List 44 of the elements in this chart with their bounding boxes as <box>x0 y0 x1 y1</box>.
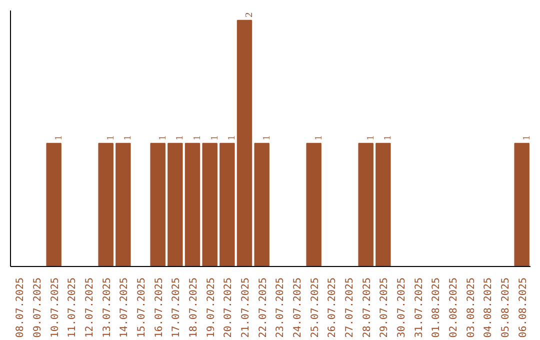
x-tick-label: 19.07.2025 <box>206 277 217 338</box>
data-label: 1 <box>105 135 116 140</box>
data-label: 1 <box>157 135 168 140</box>
x-tick-label: 17.07.2025 <box>171 277 182 338</box>
x-tick-label: 06.08.2025 <box>518 277 529 338</box>
data-label: 1 <box>382 135 394 140</box>
x-tick-label: 10.07.2025 <box>50 277 61 338</box>
x-tick-label: 26.07.2025 <box>327 277 338 338</box>
data-label: 1 <box>209 135 220 140</box>
x-tick-label: 02.08.2025 <box>448 277 460 338</box>
data-label: 2 <box>244 12 255 18</box>
x-tick-label: 22.07.2025 <box>258 277 269 338</box>
x-tick-label: 31.07.2025 <box>414 277 425 338</box>
x-tick-label: 05.08.2025 <box>500 277 512 338</box>
x-tick-label: 25.07.2025 <box>310 277 321 338</box>
x-tick-label: 11.07.2025 <box>67 277 78 338</box>
data-label: 1 <box>261 135 272 140</box>
x-tick-label: 13.07.2025 <box>102 277 113 338</box>
data-label: 1 <box>365 135 376 140</box>
x-tick-label: 04.08.2025 <box>483 277 494 338</box>
x-tick-label: 12.07.2025 <box>84 277 96 338</box>
x-tick-label: 18.07.2025 <box>188 277 200 338</box>
x-tick-label: 15.07.2025 <box>136 277 148 338</box>
x-tick-label: 29.07.2025 <box>379 277 390 338</box>
x-tick-label: 27.07.2025 <box>344 277 356 338</box>
x-tick-label: 16.07.2025 <box>154 277 165 338</box>
x-tick-label: 08.07.2025 <box>15 277 26 338</box>
x-tick-label: 01.08.2025 <box>431 277 442 338</box>
data-label: 1 <box>192 135 203 140</box>
data-label: 1 <box>521 135 532 140</box>
data-label: 1 <box>226 135 238 140</box>
data-label: 1 <box>53 135 64 140</box>
x-tick-label: 30.07.2025 <box>396 277 408 338</box>
x-tick-label: 14.07.2025 <box>119 277 130 338</box>
x-tick-label: 09.07.2025 <box>32 277 44 338</box>
x-tick-label: 03.08.2025 <box>466 277 477 338</box>
data-label: 1 <box>313 135 324 140</box>
x-tick-label: 20.07.2025 <box>223 277 234 338</box>
x-tick-label: 28.07.2025 <box>362 277 373 338</box>
data-label: 1 <box>174 135 186 140</box>
x-tick-label: 21.07.2025 <box>240 277 252 338</box>
data-label: 1 <box>122 135 134 140</box>
x-tick-label: 23.07.2025 <box>275 277 286 338</box>
x-tick-label: 24.07.2025 <box>292 277 304 338</box>
